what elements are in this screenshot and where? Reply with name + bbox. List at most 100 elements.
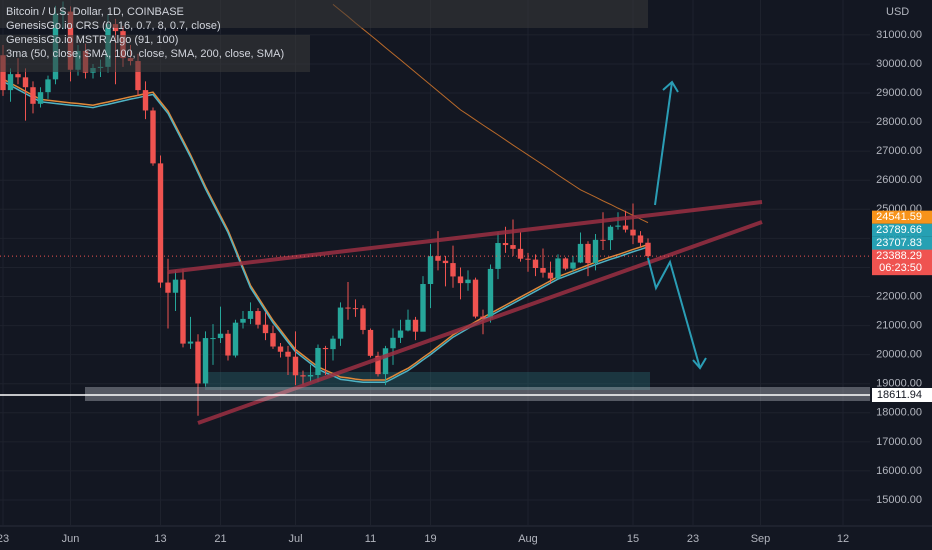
indicator-line <box>2 80 649 384</box>
value-label-bg <box>872 223 932 237</box>
indicator-line <box>2 78 649 381</box>
candle-body <box>480 316 486 319</box>
candle-body <box>345 307 351 309</box>
x-tick-label: Jun <box>62 533 80 545</box>
trend-line <box>167 200 763 274</box>
x-tick-label: Sep <box>751 533 771 545</box>
candle-body <box>487 268 494 319</box>
candle-body <box>645 242 651 257</box>
candle-body <box>495 243 501 269</box>
candle-body <box>630 229 636 236</box>
zone-box <box>205 372 650 390</box>
candle-body <box>465 279 471 284</box>
indicator-label: 3ma (50, close, SMA, 100, close, SMA, 20… <box>6 48 284 60</box>
candle-body <box>142 90 149 111</box>
candle-body <box>307 375 314 377</box>
y-tick-label: 29000.00 <box>876 87 922 99</box>
countdown-label: 06:23:50 <box>879 262 922 274</box>
candle-body <box>7 74 14 91</box>
arrow <box>647 257 701 369</box>
candle-body <box>532 259 539 269</box>
candle-body <box>412 319 419 332</box>
candle-body <box>315 347 321 375</box>
candle-body <box>510 245 516 249</box>
candle-body <box>30 87 36 104</box>
candle-body <box>577 243 584 263</box>
y-tick-label: 17000.00 <box>876 436 922 448</box>
candle-body <box>562 258 569 269</box>
candle-body <box>637 235 644 243</box>
indicator-label: GenesisGo.io MSTR Algo (91, 100) <box>6 34 178 46</box>
candle-body <box>367 329 374 356</box>
level-label: 18611.94 <box>877 389 922 401</box>
candle-body <box>427 256 434 285</box>
candle-body <box>150 110 156 164</box>
candle-body <box>525 258 531 260</box>
candle-body <box>187 341 194 344</box>
candle-body <box>592 239 599 264</box>
x-axis: 23 Jun 13 21 Jul 11 19 Aug 15 23 Sep 12 <box>0 533 849 545</box>
drawings <box>167 80 763 425</box>
candle-body <box>337 307 344 339</box>
value-label: 23707.83 <box>876 237 922 249</box>
y-tick-label: 26000.00 <box>876 174 922 186</box>
candle-body <box>390 337 396 349</box>
y-tick-label: 30000.00 <box>876 58 922 70</box>
candle-body <box>442 260 449 264</box>
candle-body <box>472 279 479 317</box>
candle-body <box>352 308 359 310</box>
candle-body <box>135 61 141 91</box>
candle-body <box>232 322 239 356</box>
indicator-line <box>332 3 649 224</box>
x-tick-label: 19 <box>424 533 436 545</box>
candle-body <box>247 311 254 319</box>
candle-body <box>502 243 509 246</box>
y-tick-label: 20000.00 <box>876 349 922 361</box>
candle-body <box>622 225 629 230</box>
x-tick-label: Aug <box>518 533 538 545</box>
arrow-head <box>662 80 679 93</box>
candle-body <box>615 225 621 227</box>
candle-body <box>375 355 381 375</box>
x-tick-label: 12 <box>837 533 849 545</box>
candle-body <box>217 333 224 339</box>
candle-body <box>210 338 216 340</box>
x-tick-label: Jul <box>288 533 302 545</box>
candle-body <box>0 55 6 91</box>
y-tick-label: 28000.00 <box>876 116 922 128</box>
candle-body <box>450 263 456 277</box>
legend-box <box>0 0 648 28</box>
value-label-bg <box>872 236 932 250</box>
candle-body <box>240 318 246 323</box>
candle-body <box>292 356 299 376</box>
x-tick-label: 15 <box>627 533 639 545</box>
candle-body <box>570 262 576 269</box>
value-label: 23789.66 <box>876 224 922 236</box>
y-tick-label: 22000.00 <box>876 290 922 302</box>
candle-body <box>420 284 426 332</box>
arrow-head <box>692 357 707 370</box>
level-band <box>85 387 870 402</box>
candle-body <box>330 338 336 350</box>
candle-body <box>607 226 614 241</box>
y-tick-label: 16000.00 <box>876 465 922 477</box>
candle-body <box>397 330 404 338</box>
candle-body <box>555 258 561 279</box>
x-tick-label: 21 <box>214 533 226 545</box>
candle-body <box>172 279 179 293</box>
candle-body <box>270 333 276 347</box>
candle-body <box>22 77 29 88</box>
overlay <box>0 255 870 402</box>
last-price-label: 23388.29 <box>876 250 922 262</box>
candle-body <box>15 74 21 78</box>
candle-body <box>157 163 164 283</box>
y-tick-label: 27000.00 <box>876 145 922 157</box>
candle-body <box>360 308 366 330</box>
grid <box>0 0 870 525</box>
arrow <box>654 81 673 206</box>
y-tick-label: 15000.00 <box>876 494 922 506</box>
candle-body <box>382 348 389 375</box>
candle-body <box>195 341 201 384</box>
candle-body <box>585 243 591 264</box>
candle-body <box>285 351 291 357</box>
